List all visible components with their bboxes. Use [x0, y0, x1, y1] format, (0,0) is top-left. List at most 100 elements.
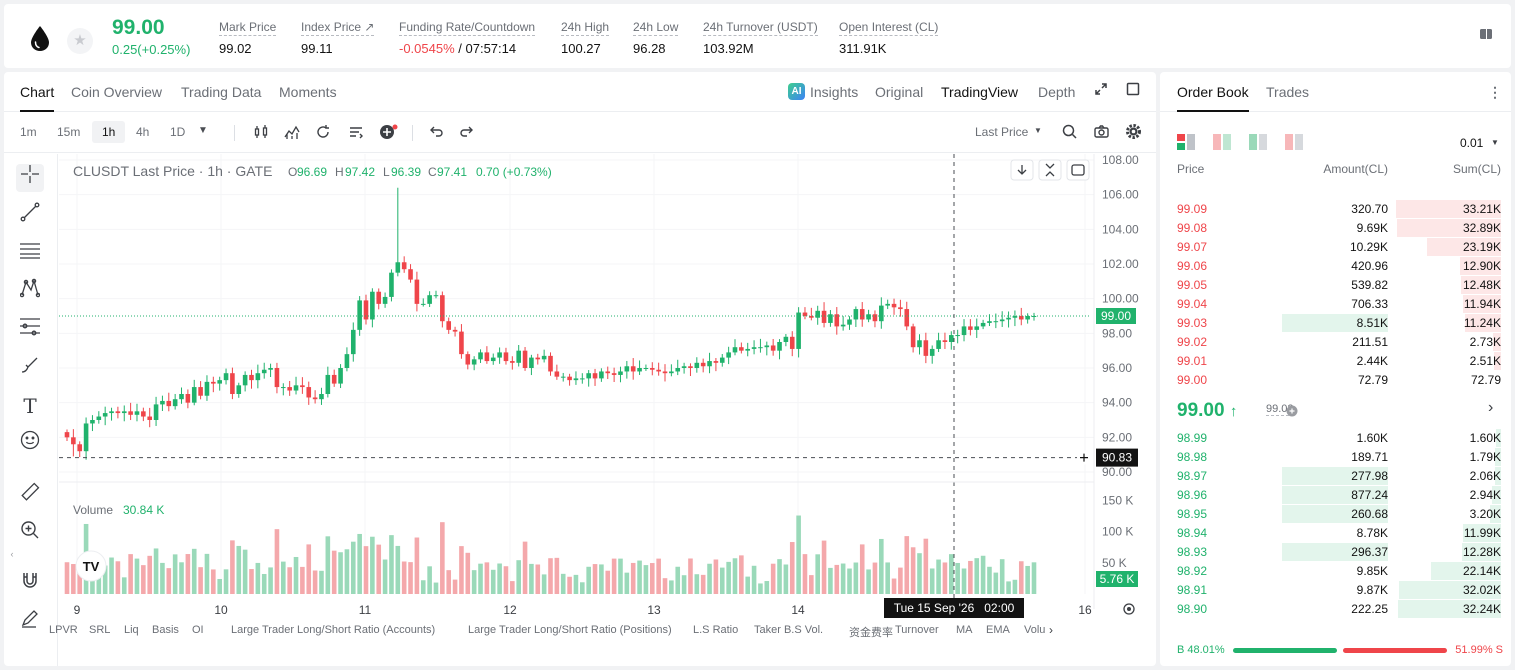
y-tick-label: 104.00 — [1102, 222, 1139, 236]
volume-bar — [630, 562, 636, 594]
indicator-shortcut[interactable]: SRL — [89, 624, 111, 636]
indicator-shortcut[interactable]: EMA — [986, 624, 1010, 636]
tab-order-book[interactable]: Order Book — [1177, 84, 1249, 112]
indicator-shortcut[interactable]: MA — [956, 624, 973, 636]
tick-size-select[interactable]: 0.01 — [1460, 136, 1484, 150]
book-icon[interactable] — [1477, 26, 1495, 44]
layout-bids-icon[interactable] — [1249, 134, 1267, 155]
pattern-icon[interactable] — [16, 278, 44, 306]
price-chart[interactable]: 108.00 106.00 104.00 102.00 100.00 98.00 96.00… — [59, 154, 1156, 624]
bid-row[interactable]: 98.94 8.78K 11.99K — [1160, 524, 1511, 543]
undo-icon[interactable] — [428, 124, 444, 143]
search-icon[interactable] — [1062, 124, 1077, 142]
funding-rate-value: -0.0545% — [399, 41, 455, 56]
tab-moments[interactable]: Moments — [279, 84, 337, 100]
brush-icon[interactable] — [16, 354, 44, 382]
bid-row[interactable]: 98.90 222.25 32.24K — [1160, 600, 1511, 619]
tab-trades[interactable]: Trades — [1266, 84, 1310, 100]
layout-both-icon[interactable] — [1177, 134, 1195, 155]
ask-row[interactable]: 99.07 10.29K 23.19K — [1160, 238, 1511, 257]
crosshair-icon[interactable] — [16, 164, 44, 192]
indicator-shortcut[interactable]: Liq — [124, 624, 139, 636]
ask-row[interactable]: 99.06 420.96 12.90K — [1160, 257, 1511, 276]
order-amount: 706.33 — [1351, 297, 1388, 311]
legend-symbol: CLUSDT Last Price · 1h · GATE — [73, 163, 272, 179]
ask-row[interactable]: 99.03 8.51K 11.24K — [1160, 314, 1511, 333]
timeframe-1h[interactable]: 1h — [92, 121, 126, 143]
stat-label: Open Interest (CL) — [839, 20, 939, 36]
caret-down-icon[interactable]: ▼ — [1034, 126, 1042, 135]
redo-icon[interactable] — [459, 124, 475, 143]
indicator-shortcut[interactable]: Large Trader Long/Short Ratio (Accounts) — [231, 624, 436, 636]
indicator-shortcut[interactable]: Large Trader Long/Short Ratio (Positions… — [468, 624, 672, 636]
bid-row[interactable]: 98.92 9.85K 22.14K — [1160, 562, 1511, 581]
projection-icon[interactable] — [16, 316, 44, 344]
replay-icon[interactable] — [315, 124, 331, 143]
layout-asks-icon[interactable] — [1285, 134, 1303, 155]
favorite-star-icon[interactable]: ★ — [67, 28, 93, 54]
tab-chart[interactable]: Chart — [20, 84, 55, 112]
bid-row[interactable]: 98.97 277.98 2.06K — [1160, 467, 1511, 486]
bid-row[interactable]: 98.98 189.71 1.79K — [1160, 448, 1511, 467]
view-original[interactable]: Original — [875, 84, 924, 100]
chevron-right-icon[interactable]: › — [1488, 399, 1494, 416]
ask-row[interactable]: 99.08 9.69K 32.89K — [1160, 219, 1511, 238]
magnet-icon[interactable] — [16, 570, 44, 598]
indicator-shortcut[interactable]: OI — [192, 624, 204, 636]
ask-row[interactable]: 99.09 320.70 33.21K — [1160, 200, 1511, 219]
window-icon[interactable] — [1126, 82, 1140, 99]
bid-row[interactable]: 98.99 1.60K 1.60K — [1160, 429, 1511, 448]
indicator-shortcut[interactable]: Taker B.S Vol. — [754, 624, 824, 636]
fib-lines-icon[interactable] — [16, 240, 44, 268]
amount-bar — [1282, 543, 1388, 561]
ask-row[interactable]: 99.04 706.33 11.94K — [1160, 295, 1511, 314]
text-tool-icon[interactable]: T — [23, 394, 37, 418]
settings-gear-icon[interactable] — [1126, 124, 1141, 142]
volume-bar — [255, 562, 261, 594]
ask-row[interactable]: 99.05 539.82 12.48K — [1160, 276, 1511, 295]
indicator-shortcut[interactable]: 资金费率 — [849, 627, 893, 639]
view-tradingview[interactable]: TradingView — [941, 84, 1019, 100]
bid-row[interactable]: 98.95 260.68 3.20K — [1160, 505, 1511, 524]
zoom-in-icon[interactable] — [16, 520, 44, 548]
bid-row[interactable]: 98.91 9.87K 32.02K — [1160, 581, 1511, 600]
insights-link[interactable]: Insights — [810, 84, 859, 100]
expand-icon[interactable] — [1094, 82, 1108, 99]
indicator-shortcut[interactable]: L.S Ratio — [693, 624, 739, 636]
more-options-icon[interactable]: ⋮ — [1488, 84, 1502, 100]
chevron-right-icon[interactable]: › — [1049, 623, 1053, 637]
ask-row[interactable]: 99.00 72.79 72.79 — [1160, 371, 1511, 390]
templates-icon[interactable] — [348, 124, 364, 143]
alert-add-icon[interactable] — [379, 124, 399, 143]
timeframe-15m[interactable]: 15m — [57, 125, 81, 139]
timeframe-1d[interactable]: 1D — [170, 125, 186, 139]
indicator-shortcut[interactable]: Turnover — [895, 624, 939, 636]
volume-bar — [389, 535, 394, 594]
bid-row[interactable]: 98.93 296.37 12.28K — [1160, 543, 1511, 562]
timeframe-4h[interactable]: 4h — [136, 125, 150, 139]
layout-price-icon[interactable] — [1213, 134, 1231, 155]
ruler-icon[interactable] — [16, 482, 44, 510]
sell-ratio: 51.99% S — [1455, 644, 1503, 656]
camera-icon[interactable] — [1094, 124, 1109, 142]
view-depth[interactable]: Depth — [1038, 84, 1076, 100]
ask-row[interactable]: 99.01 2.44K 2.51K — [1160, 352, 1511, 371]
indicators-icon[interactable] — [284, 124, 300, 143]
collapse-toolbar-icon[interactable]: ‹ — [10, 549, 14, 559]
tab-coin-overview[interactable]: Coin Overview — [71, 84, 163, 100]
caret-down-icon[interactable]: ▼ — [1491, 138, 1499, 147]
indicator-shortcut[interactable]: Basis — [152, 624, 179, 636]
tab-trading-data[interactable]: Trading Data — [181, 84, 262, 100]
timeframe-1m[interactable]: 1m — [20, 125, 37, 139]
pencil-lock-icon[interactable] — [16, 608, 44, 636]
emoji-icon[interactable] — [16, 430, 44, 458]
bid-row[interactable]: 98.96 877.24 2.94K — [1160, 486, 1511, 505]
caret-down-icon[interactable]: ▼ — [198, 125, 208, 136]
index-price-stat[interactable]: Index Price ↗ 99.11 — [301, 18, 375, 56]
ask-row[interactable]: 99.02 211.51 2.73K — [1160, 333, 1511, 352]
price-type-select[interactable]: Last Price — [975, 125, 1029, 139]
indicator-shortcut[interactable]: Volu — [1024, 624, 1046, 636]
trend-line-icon[interactable] — [16, 202, 44, 230]
candlestick-type-icon[interactable] — [253, 124, 269, 143]
indicator-shortcut[interactable]: LPVR — [49, 624, 78, 636]
